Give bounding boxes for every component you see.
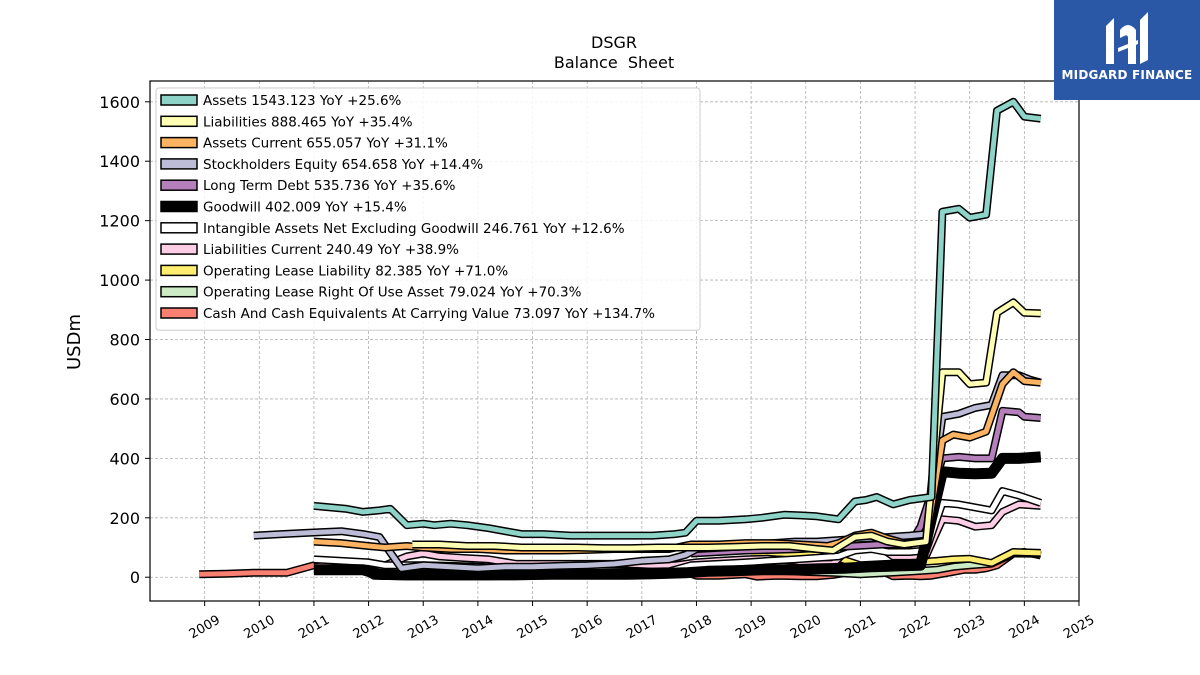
series-line bbox=[313, 99, 1042, 539]
brand-logo: MIDGARD FINANCE bbox=[1054, 0, 1200, 100]
y-tick-label: 800 bbox=[109, 331, 140, 350]
legend-entry: Goodwill 402.009 YoY +15.4% bbox=[203, 200, 407, 216]
x-tick-label: 2010 bbox=[241, 613, 277, 643]
x-tick-label: 2018 bbox=[679, 613, 715, 643]
legend-swatch bbox=[160, 264, 198, 277]
x-tick-label: 2017 bbox=[624, 613, 660, 643]
logo-mark-icon bbox=[1106, 12, 1148, 64]
y-tick-label: 0 bbox=[130, 568, 140, 587]
legend-box bbox=[155, 87, 701, 331]
legend-entry: Long Term Debt 535.736 YoY +35.6% bbox=[203, 178, 456, 194]
series-line bbox=[313, 452, 1041, 579]
x-tick-label: 2021 bbox=[843, 613, 879, 643]
legend-entry: Cash And Cash Equivalents At Carrying Va… bbox=[203, 306, 655, 322]
x-tick-label: 2009 bbox=[187, 613, 223, 643]
legend-swatch bbox=[160, 285, 198, 298]
y-tick-label: 400 bbox=[109, 449, 140, 468]
legend-swatch bbox=[160, 94, 198, 106]
x-tick-label: 2015 bbox=[515, 613, 551, 643]
x-tick-label: 2011 bbox=[296, 613, 332, 643]
legend-entry: Stockholders Equity 654.658 YoY +14.4% bbox=[203, 157, 483, 173]
legend-swatch bbox=[160, 158, 198, 170]
legend-entry: Assets Current 655.057 YoY +31.1% bbox=[203, 136, 448, 152]
y-tick-label: 600 bbox=[109, 390, 140, 409]
x-tick-label: 2024 bbox=[1007, 613, 1043, 643]
series-goodwill bbox=[313, 451, 1042, 581]
legend-entry: Liabilities Current 240.49 YoY +38.9% bbox=[203, 242, 459, 258]
legend-entry: Operating Lease Right Of Use Asset 79.02… bbox=[203, 285, 582, 301]
legend-swatch bbox=[160, 222, 198, 234]
plot-frame bbox=[149, 80, 1080, 602]
legend: Assets 1543.123 YoY +25.6% Liabilities 88… bbox=[155, 87, 701, 331]
series-line bbox=[412, 299, 1041, 553]
series-assets bbox=[313, 97, 1042, 540]
y-tick-label: 1000 bbox=[99, 271, 140, 290]
legend-swatch bbox=[160, 200, 198, 213]
legend-swatch bbox=[160, 307, 198, 319]
series-lines bbox=[199, 97, 1042, 581]
chart-subtitle: Balance Sheet bbox=[554, 53, 674, 72]
legend-entry: Assets 1543.123 YoY +25.6% bbox=[203, 93, 402, 109]
series-liabilities bbox=[412, 298, 1041, 555]
legend-swatch bbox=[160, 179, 198, 191]
brand-name: MIDGARD FINANCE bbox=[1061, 68, 1193, 82]
x-tick-label: 2020 bbox=[788, 613, 824, 643]
legend-swatch bbox=[160, 243, 198, 255]
x-tick-label: 2012 bbox=[351, 613, 387, 643]
chart-title: DSGR bbox=[591, 33, 637, 52]
legend-swatch bbox=[160, 136, 198, 149]
x-tick-label: 2016 bbox=[569, 613, 605, 643]
x-tick-label: 2014 bbox=[460, 613, 496, 643]
y-tick-label: 1600 bbox=[99, 93, 140, 112]
x-tick-label: 2022 bbox=[897, 613, 933, 643]
x-tick-label: 2023 bbox=[952, 613, 988, 643]
x-tick-label: 2019 bbox=[733, 613, 769, 643]
legend-entry: Operating Lease Liability 82.385 YoY +71… bbox=[203, 263, 508, 279]
legend-entry: Liabilities 888.465 YoY +35.4% bbox=[203, 114, 413, 130]
y-tick-label: 1200 bbox=[99, 212, 140, 231]
y-axis-label: USDm bbox=[64, 314, 85, 370]
x-tick-label: 2013 bbox=[405, 613, 441, 643]
legend-entry: Intangible Assets Net Excluding Goodwill… bbox=[203, 221, 625, 237]
y-tick-label: 1400 bbox=[99, 152, 140, 171]
y-tick-label: 200 bbox=[109, 509, 140, 528]
x-tick-label: 2025 bbox=[1061, 613, 1097, 643]
legend-swatch bbox=[160, 115, 198, 128]
